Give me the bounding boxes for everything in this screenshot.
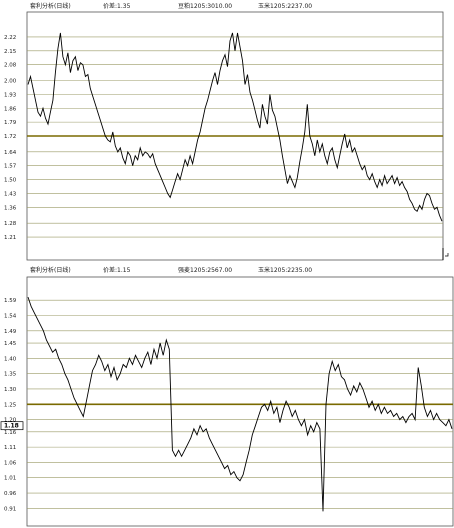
y-tick-label: 2.08 [4, 63, 17, 69]
y-tick-label: 1.43 [4, 191, 17, 197]
y-tick-label: 1.25 [4, 402, 17, 408]
y-tick-label: 1.57 [4, 164, 17, 170]
y-tick-label: 1.93 [4, 92, 17, 98]
y-tick-label: 1.01 [4, 476, 16, 482]
current-value-badge: 1.18 [0, 421, 24, 431]
header-symbol-1: 强麦1205:2567.00 [178, 266, 232, 274]
y-tick-label: 1.86 [4, 106, 17, 112]
y-tick-label: 2.00 [4, 79, 17, 85]
header-title: 套利分析(日线) [30, 2, 71, 10]
y-tick-label: 1.11 [4, 445, 16, 451]
y-tick-label: 1.54 [4, 313, 17, 319]
y-tick-label: 1.64 [4, 150, 17, 156]
plot-frame [26, 276, 454, 527]
y-tick-label: 1.79 [4, 120, 17, 126]
spread-chart-bottom-svg: 1.59 1.54 1.49 1.45 1.40 1.35 1.30 1.25 1.20 1.16… [0, 266, 454, 527]
y-tick-label: 1.16 [4, 430, 17, 436]
y-tick-label: 2.22 [4, 35, 16, 41]
header-symbol-2: 玉米1205:2235.00 [258, 266, 312, 274]
spread-line [27, 32, 443, 222]
y-tick-label: 1.36 [4, 205, 17, 211]
y-tick-label: 0.96 [4, 491, 17, 497]
y-tick-label: 1.28 [4, 221, 17, 227]
header-symbol-1: 豆粕1205:3010.00 [178, 2, 232, 10]
current-value-label: 1.18 [4, 423, 19, 430]
y-tick-label: 1.35 [4, 372, 17, 378]
y-tick-label: 1.72 [4, 134, 16, 140]
y-tick-label: 1.50 [4, 178, 17, 184]
y-tick-label: 1.59 [4, 298, 17, 304]
chart-header: 套利分析(日线) 价差:1.35 豆粕1205:3010.00 玉米1205:2… [30, 2, 312, 10]
corner-arrow-icon [445, 253, 449, 257]
y-tick-label: 1.30 [4, 387, 17, 393]
y-tick-label: 1.45 [4, 341, 17, 347]
y-tick-label: 1.40 [4, 356, 17, 362]
y-tick-label: 1.06 [4, 460, 17, 466]
y-tick-label: 1.20 [4, 418, 17, 424]
header-price: 价差:1.15 [103, 266, 131, 274]
header-price: 价差:1.35 [103, 2, 131, 10]
spread-chart-top: 2.22 2.15 2.08 2.00 1.93 1.86 1.79 1.72 1.64 1.57… [0, 0, 454, 262]
y-tick-label: 1.21 [4, 235, 16, 241]
y-tick-label: 0.91 [4, 506, 16, 512]
header-title: 套利分析(日线) [30, 266, 71, 274]
spread-chart-top-svg: 2.22 2.15 2.08 2.00 1.93 1.86 1.79 1.72 1.64 1.57… [4, 2, 449, 261]
spread-chart-bottom: 1.59 1.54 1.49 1.45 1.40 1.35 1.30 1.25 1.20 1.16… [0, 264, 454, 528]
chart-header: 套利分析(日线) 价差:1.15 强麦1205:2567.00 玉米1205:2… [30, 266, 312, 274]
y-tick-label: 1.49 [4, 329, 17, 335]
y-tick-label: 2.15 [4, 49, 17, 55]
spread-line [27, 296, 453, 512]
header-symbol-2: 玉米1205:2237.00 [258, 2, 312, 10]
